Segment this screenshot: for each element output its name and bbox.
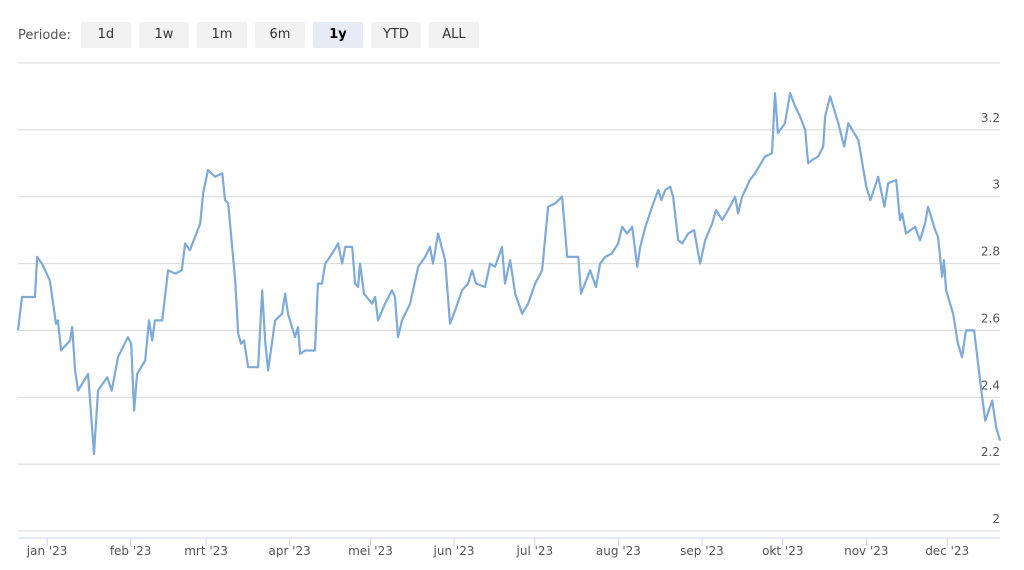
range-button[interactable]: 1d — [80, 22, 131, 48]
x-tick-label: jan '23 — [26, 544, 68, 558]
x-tick-label: mei '23 — [348, 544, 393, 558]
y-tick-label: 2.2 — [981, 445, 1000, 459]
y-tick-label: 2.6 — [981, 311, 1000, 325]
range-button[interactable]: 1w — [138, 22, 189, 48]
range-selector: Periode: 1d 1w 1m 6m 1y YTD ALL — [18, 22, 479, 48]
x-tick-label: okt '23 — [762, 544, 803, 558]
range-button[interactable]: 1m — [196, 22, 247, 48]
y-tick-label: 3.2 — [981, 111, 1000, 125]
range-button[interactable]: YTD — [370, 22, 421, 48]
y-tick-label: 3 — [992, 178, 1000, 192]
range-button[interactable]: ALL — [428, 22, 479, 48]
x-tick-label: nov '23 — [844, 544, 888, 558]
x-tick-label: dec '23 — [925, 544, 969, 558]
price-line — [16, 92, 1002, 456]
x-tick-label: feb '23 — [110, 544, 152, 558]
y-tick-label: 2 — [992, 512, 1000, 526]
range-label: Periode: — [18, 27, 71, 43]
y-tick-label: 2.8 — [981, 245, 1000, 259]
range-button[interactable]: 6m — [254, 22, 305, 48]
x-tick-label: jun '23 — [433, 544, 475, 558]
y-tick-label: 2.4 — [981, 378, 1000, 392]
range-button[interactable]: 1y — [312, 22, 363, 48]
x-tick-label: apr '23 — [268, 544, 310, 558]
x-tick-label: aug '23 — [596, 544, 641, 558]
x-tick-label: sep '23 — [680, 544, 724, 558]
x-tick-label: jul '23 — [516, 544, 554, 558]
x-tick-label: mrt '23 — [184, 544, 228, 558]
